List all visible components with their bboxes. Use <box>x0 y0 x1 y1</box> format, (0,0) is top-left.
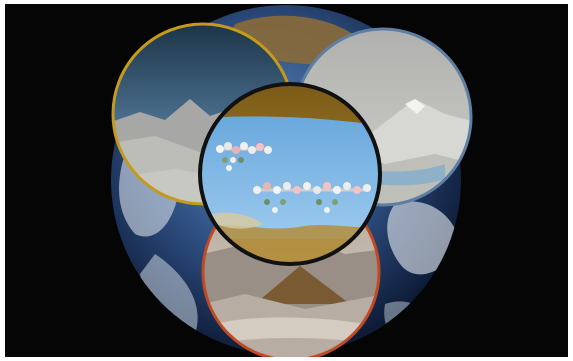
image-canvas <box>5 4 568 357</box>
molecule-chain-top <box>216 142 272 171</box>
scene-illustration <box>111 5 473 357</box>
molecule-chain-bottom <box>253 182 371 213</box>
